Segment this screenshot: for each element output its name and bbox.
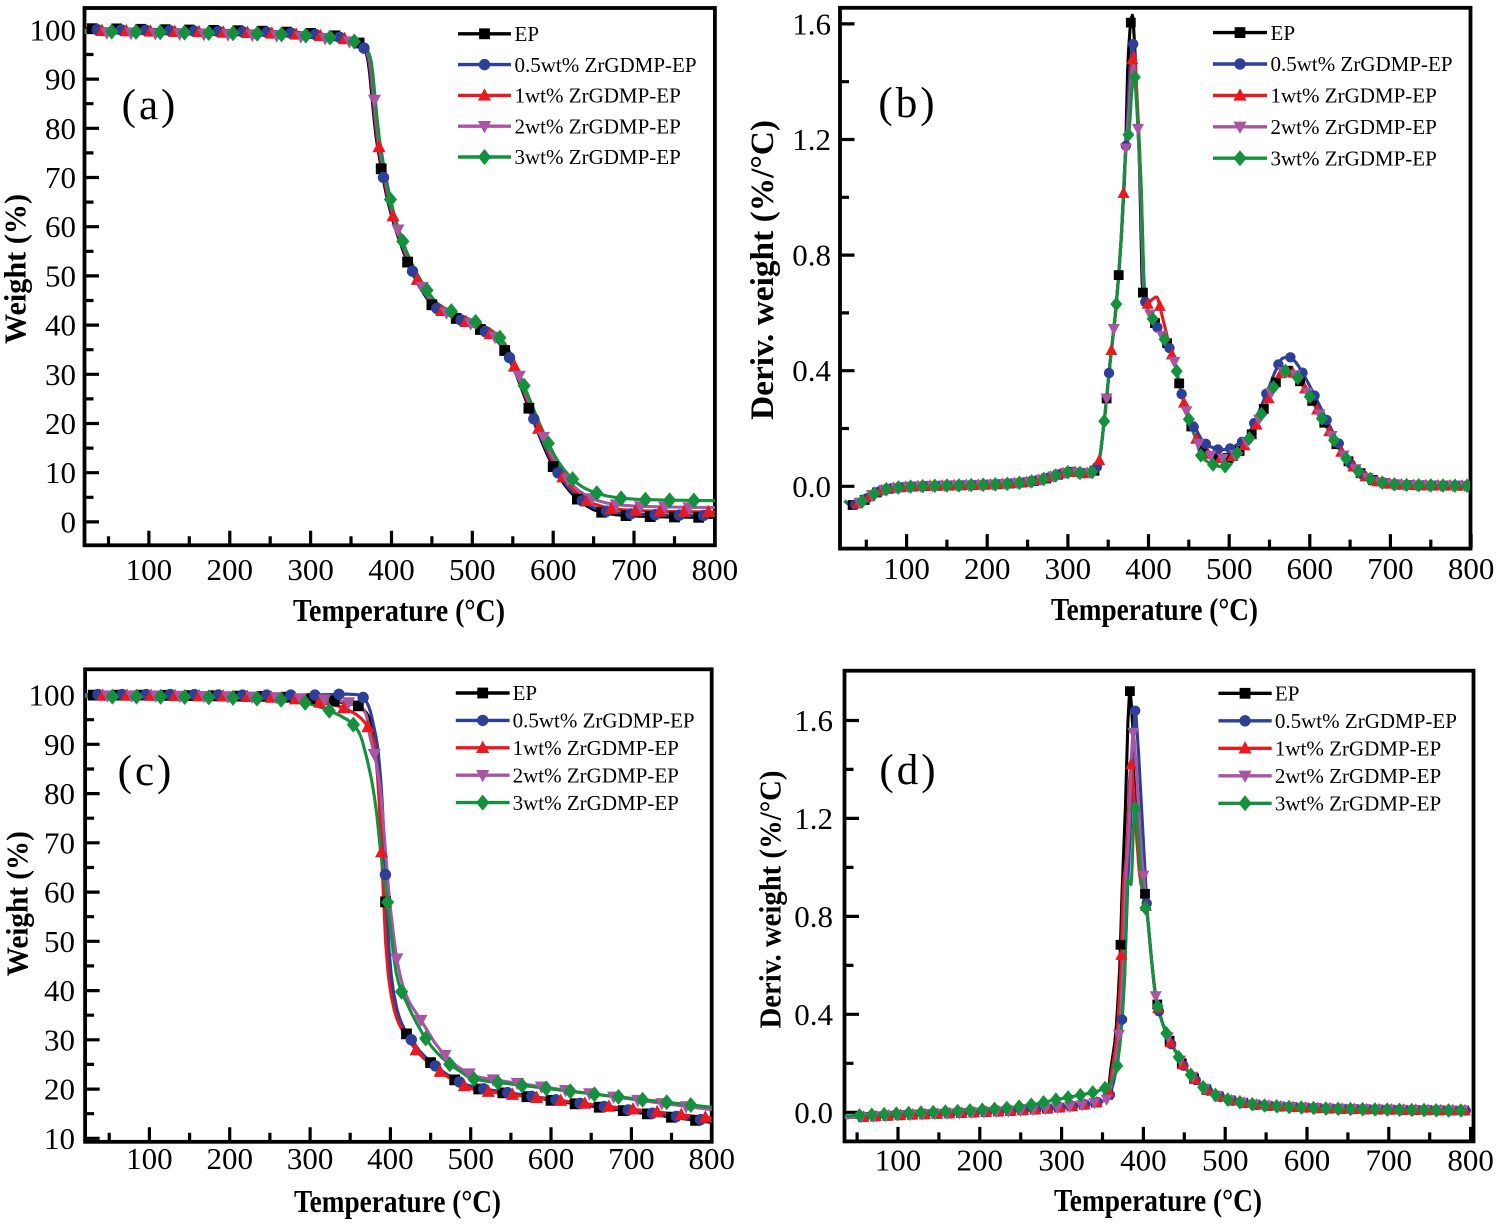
- svg-text:200: 200: [206, 1141, 253, 1176]
- svg-text:(c): (c): [118, 748, 175, 795]
- svg-text:EP: EP: [1271, 21, 1296, 45]
- svg-text:200: 200: [957, 1143, 1004, 1178]
- svg-text:500: 500: [1202, 1143, 1249, 1178]
- svg-text:70: 70: [45, 160, 76, 195]
- svg-text:600: 600: [1287, 551, 1334, 586]
- svg-text:Weight (%): Weight (%): [0, 194, 33, 344]
- svg-text:1.2: 1.2: [794, 801, 833, 836]
- svg-text:400: 400: [368, 552, 415, 587]
- svg-text:60: 60: [44, 875, 75, 910]
- svg-text:3wt% ZrGDMP-EP: 3wt% ZrGDMP-EP: [515, 145, 681, 169]
- svg-text:100: 100: [875, 1143, 922, 1178]
- svg-text:700: 700: [611, 552, 658, 587]
- svg-text:EP: EP: [513, 681, 538, 705]
- svg-text:800: 800: [1448, 551, 1495, 586]
- svg-text:1.6: 1.6: [792, 6, 831, 41]
- svg-text:60: 60: [45, 209, 76, 244]
- svg-text:Temperature (°C): Temperature (°C): [1054, 1183, 1262, 1218]
- svg-text:400: 400: [1120, 1143, 1167, 1178]
- svg-text:300: 300: [287, 552, 334, 587]
- svg-text:0.4: 0.4: [792, 353, 831, 388]
- svg-text:EP: EP: [515, 22, 540, 46]
- svg-text:50: 50: [44, 924, 75, 959]
- svg-text:0.4: 0.4: [794, 997, 833, 1032]
- svg-text:800: 800: [692, 552, 739, 587]
- svg-text:100: 100: [29, 678, 76, 713]
- svg-text:Temperature (°C): Temperature (°C): [293, 593, 505, 628]
- svg-text:10: 10: [45, 455, 76, 490]
- svg-text:0.8: 0.8: [792, 238, 831, 273]
- svg-text:40: 40: [45, 308, 76, 343]
- svg-text:300: 300: [1038, 1143, 1085, 1178]
- svg-text:100: 100: [883, 551, 930, 586]
- svg-text:2wt% ZrGDMP-EP: 2wt% ZrGDMP-EP: [1271, 115, 1437, 139]
- svg-text:300: 300: [287, 1141, 334, 1176]
- svg-text:500: 500: [1206, 551, 1253, 586]
- svg-text:1wt% ZrGDMP-EP: 1wt% ZrGDMP-EP: [515, 84, 681, 108]
- svg-text:100: 100: [126, 1141, 173, 1176]
- svg-text:50: 50: [45, 258, 76, 293]
- svg-text:700: 700: [608, 1141, 655, 1176]
- svg-text:300: 300: [1045, 551, 1092, 586]
- svg-text:EP: EP: [1275, 682, 1300, 706]
- svg-text:80: 80: [45, 111, 76, 146]
- svg-text:3wt% ZrGDMP-EP: 3wt% ZrGDMP-EP: [1271, 146, 1437, 170]
- svg-text:600: 600: [530, 552, 577, 587]
- svg-text:3wt% ZrGDMP-EP: 3wt% ZrGDMP-EP: [513, 791, 679, 815]
- svg-text:2wt% ZrGDMP-EP: 2wt% ZrGDMP-EP: [513, 763, 679, 787]
- svg-text:80: 80: [44, 776, 75, 811]
- svg-text:800: 800: [688, 1141, 735, 1176]
- svg-text:500: 500: [449, 552, 496, 587]
- svg-text:0.8: 0.8: [794, 899, 833, 934]
- svg-text:90: 90: [45, 62, 76, 97]
- svg-text:100: 100: [126, 552, 173, 587]
- svg-text:800: 800: [1447, 1143, 1494, 1178]
- svg-text:20: 20: [45, 406, 76, 441]
- svg-text:100: 100: [30, 12, 77, 47]
- svg-text:30: 30: [44, 1022, 75, 1057]
- svg-text:500: 500: [447, 1141, 494, 1176]
- svg-text:Temperature (°C): Temperature (°C): [1051, 592, 1258, 627]
- svg-text:0.5wt% ZrGDMP-EP: 0.5wt% ZrGDMP-EP: [515, 53, 697, 77]
- svg-text:Weight (%): Weight (%): [0, 831, 35, 976]
- svg-text:(b): (b): [878, 80, 937, 127]
- svg-text:0: 0: [61, 504, 77, 539]
- svg-text:1wt% ZrGDMP-EP: 1wt% ZrGDMP-EP: [513, 736, 679, 760]
- svg-text:10: 10: [44, 1121, 75, 1156]
- svg-text:1.6: 1.6: [794, 703, 833, 738]
- svg-text:200: 200: [207, 552, 254, 587]
- svg-text:2wt% ZrGDMP-EP: 2wt% ZrGDMP-EP: [515, 114, 681, 138]
- svg-text:600: 600: [1284, 1143, 1331, 1178]
- svg-text:1.2: 1.2: [792, 122, 831, 157]
- svg-text:0.5wt% ZrGDMP-EP: 0.5wt% ZrGDMP-EP: [1271, 52, 1453, 76]
- svg-text:0.5wt% ZrGDMP-EP: 0.5wt% ZrGDMP-EP: [1275, 709, 1457, 733]
- svg-text:600: 600: [528, 1141, 575, 1176]
- svg-text:700: 700: [1367, 551, 1414, 586]
- svg-text:0.0: 0.0: [794, 1095, 833, 1130]
- svg-text:0.0: 0.0: [792, 469, 831, 504]
- svg-text:3wt% ZrGDMP-EP: 3wt% ZrGDMP-EP: [1275, 792, 1441, 816]
- svg-text:200: 200: [964, 551, 1011, 586]
- svg-text:(a): (a): [122, 82, 179, 129]
- svg-text:Deriv. weight (%/°C): Deriv. weight (%/°C): [753, 771, 788, 1029]
- svg-text:70: 70: [44, 825, 75, 860]
- svg-text:400: 400: [1125, 551, 1172, 586]
- svg-text:0.5wt% ZrGDMP-EP: 0.5wt% ZrGDMP-EP: [513, 709, 695, 733]
- svg-text:700: 700: [1366, 1143, 1413, 1178]
- svg-text:Temperature (°C): Temperature (°C): [294, 1184, 501, 1219]
- svg-text:(d): (d): [879, 747, 938, 794]
- svg-text:20: 20: [44, 1072, 75, 1107]
- svg-text:90: 90: [44, 727, 75, 762]
- svg-text:400: 400: [367, 1141, 414, 1176]
- svg-text:30: 30: [45, 357, 76, 392]
- svg-text:2wt% ZrGDMP-EP: 2wt% ZrGDMP-EP: [1275, 764, 1441, 788]
- svg-text:1wt% ZrGDMP-EP: 1wt% ZrGDMP-EP: [1271, 84, 1437, 108]
- svg-text:1wt% ZrGDMP-EP: 1wt% ZrGDMP-EP: [1275, 737, 1441, 761]
- svg-text:40: 40: [44, 973, 75, 1008]
- svg-text:Deriv. weight (%/°C): Deriv. weight (%/°C): [745, 120, 781, 420]
